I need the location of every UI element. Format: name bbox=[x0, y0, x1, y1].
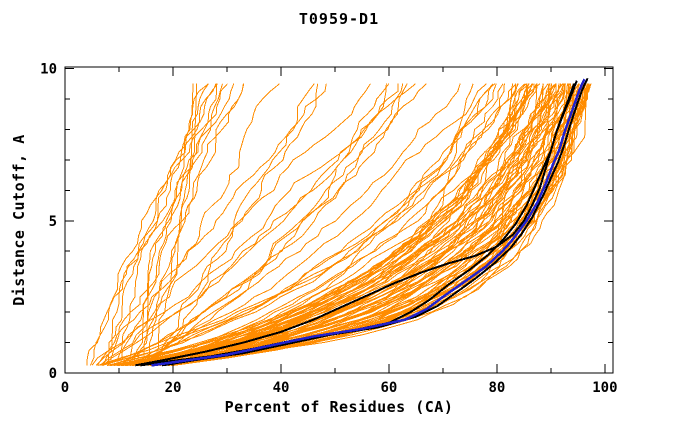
ensemble-curve bbox=[157, 83, 557, 366]
x-tick-label: 100 bbox=[592, 380, 617, 396]
ensemble-curve bbox=[90, 83, 228, 366]
ensemble-curve bbox=[119, 83, 565, 366]
axes-layer: 0 20 40 60 80 100 0 5 10 bbox=[40, 62, 617, 397]
x-tick-label: 0 bbox=[61, 380, 69, 396]
ensemble-curve bbox=[117, 83, 217, 366]
ensemble-curve bbox=[144, 83, 564, 366]
ensemble-curve bbox=[119, 83, 235, 366]
highlight-curve-best-blue bbox=[151, 78, 586, 367]
ensemble-curve bbox=[157, 83, 570, 366]
highlight-curve-black-lower bbox=[162, 77, 589, 367]
ensemble-curve bbox=[137, 83, 461, 366]
ensemble-curve bbox=[102, 83, 494, 366]
ensemble-curve bbox=[147, 83, 319, 366]
ensemble-curve bbox=[156, 83, 527, 366]
ensemble-curve bbox=[117, 83, 519, 366]
ensemble-curve bbox=[123, 83, 497, 366]
ensemble-curve bbox=[140, 83, 538, 366]
ensemble-curve bbox=[152, 83, 565, 366]
ensemble-curve bbox=[151, 83, 218, 366]
ensemble-curve bbox=[138, 83, 416, 366]
ensemble-curve bbox=[109, 83, 244, 366]
ensemble-curve bbox=[98, 83, 494, 366]
ensemble-curve bbox=[99, 83, 404, 366]
ensemble-curve bbox=[148, 83, 198, 366]
ensemble-curve bbox=[147, 83, 315, 366]
ensemble-curve bbox=[130, 83, 487, 366]
y-tick-label: 10 bbox=[40, 62, 57, 78]
chart-title: T0959-D1 bbox=[298, 10, 380, 28]
ensemble-curve bbox=[96, 83, 327, 366]
ensemble-curve bbox=[133, 83, 194, 366]
x-axis-label: Percent of Residues (CA) bbox=[224, 398, 454, 416]
x-tick-label: 80 bbox=[488, 380, 505, 396]
ensemble-curve bbox=[95, 83, 371, 366]
ensemble-curve bbox=[121, 83, 280, 366]
ensemble-curve bbox=[91, 83, 390, 366]
ensemble-curve bbox=[148, 83, 544, 366]
x-tick-label: 20 bbox=[165, 380, 182, 396]
ensemble-curve bbox=[169, 83, 560, 366]
ensemble-curve bbox=[131, 83, 529, 366]
y-axis-label: Distance Cutoff, A bbox=[10, 134, 28, 306]
ensemble-curve bbox=[103, 83, 209, 366]
ensemble-curve bbox=[130, 83, 550, 366]
x-tick-label: 60 bbox=[380, 380, 397, 396]
ensemble-curve bbox=[102, 83, 399, 366]
plot-border bbox=[64, 66, 614, 374]
ensemble-curve bbox=[152, 83, 517, 366]
x-tick-label: 40 bbox=[273, 380, 290, 396]
ensemble-curve bbox=[112, 83, 408, 366]
ensemble-curve bbox=[113, 83, 587, 366]
ensemble-curve bbox=[125, 83, 427, 366]
ensemble-curve bbox=[86, 83, 223, 366]
ensemble-curve bbox=[172, 83, 557, 366]
curves-layer bbox=[86, 77, 592, 367]
ensemble-curve bbox=[125, 83, 549, 366]
ensemble-curve bbox=[107, 83, 218, 366]
y-tick-label: 5 bbox=[49, 214, 57, 230]
y-tick-label: 0 bbox=[49, 366, 57, 382]
ensemble-curve bbox=[110, 83, 519, 366]
ensemble-curve bbox=[155, 83, 538, 366]
